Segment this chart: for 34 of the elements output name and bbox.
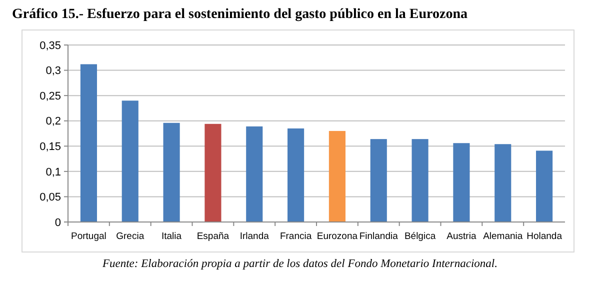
bar xyxy=(370,139,387,222)
x-tick-label: Finlandia xyxy=(359,231,399,242)
x-tick-label: Francia xyxy=(280,231,312,242)
y-tick-label: 0,15 xyxy=(40,140,61,153)
x-tick-label: Bélgica xyxy=(404,231,436,242)
y-tick-label: 0,2 xyxy=(46,116,61,128)
x-tick-label: Grecia xyxy=(116,231,145,242)
x-tick-label: España xyxy=(196,231,230,242)
y-tick-label: 0,1 xyxy=(46,166,61,178)
bar xyxy=(453,143,470,222)
y-tick-label: 0,05 xyxy=(40,192,61,204)
y-tick-label: 0,25 xyxy=(40,90,61,102)
y-tick-label: 0,35 xyxy=(40,40,61,52)
bar xyxy=(328,130,346,222)
y-tick-label: 0 xyxy=(54,216,61,229)
x-tick-label: Portugal xyxy=(71,231,106,242)
bar xyxy=(80,64,97,222)
x-tick-label: Italia xyxy=(162,231,182,242)
bar xyxy=(204,124,222,222)
x-tick-label: Holanda xyxy=(526,231,563,242)
bar xyxy=(163,122,180,222)
bar xyxy=(536,150,553,222)
bar xyxy=(494,144,512,222)
x-tick-label: Eurozona xyxy=(316,231,358,242)
bar xyxy=(246,126,263,222)
source-note: Fuente: Elaboración propia a partir de los datos del Fondo Monetario Internacional. xyxy=(101,258,498,270)
bar xyxy=(288,128,304,222)
bar xyxy=(122,100,138,222)
x-tick-label: Alemania xyxy=(483,231,524,242)
x-tick-label: Austria xyxy=(446,231,477,242)
y-tick-label: 0,3 xyxy=(46,65,61,78)
x-tick-label: Irlanda xyxy=(240,231,270,242)
chart-title: Gráfico 15.- Esfuerzo para el sostenimiento del gasto público en la Eurozona xyxy=(12,7,468,22)
bar xyxy=(412,139,428,222)
